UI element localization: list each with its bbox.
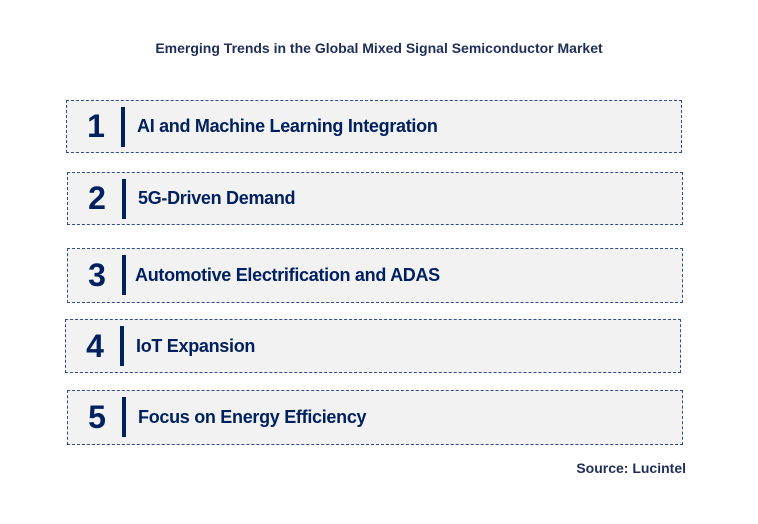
divider (122, 179, 126, 219)
divider (122, 255, 126, 295)
divider (121, 107, 125, 147)
item-label: 5G-Driven Demand (138, 188, 296, 208)
trend-item: 1 AI and Machine Learning Integration (66, 100, 682, 153)
divider (122, 397, 126, 437)
item-number: 4 (86, 327, 104, 364)
source-note: Source: Lucintel (576, 460, 686, 476)
trend-item: 4 IoT Expansion (65, 319, 681, 373)
trend-item: 5 Focus on Energy Efficiency (67, 390, 683, 445)
item-label: AI and Machine Learning Integration (137, 116, 438, 136)
trend-item: 3 Automotive Electrification and ADAS (67, 248, 683, 303)
diagram-title: Emerging Trends in the Global Mixed Sign… (155, 40, 603, 56)
trend-item: 2 5G-Driven Demand (67, 172, 683, 225)
item-number: 3 (88, 257, 106, 293)
item-label: Focus on Energy Efficiency (138, 407, 367, 427)
item-number: 2 (88, 180, 106, 216)
item-number: 5 (88, 399, 106, 435)
item-number: 1 (87, 108, 105, 144)
item-label: IoT Expansion (136, 335, 256, 356)
divider (120, 326, 124, 366)
item-label: Automotive Electrification and ADAS (135, 265, 440, 285)
